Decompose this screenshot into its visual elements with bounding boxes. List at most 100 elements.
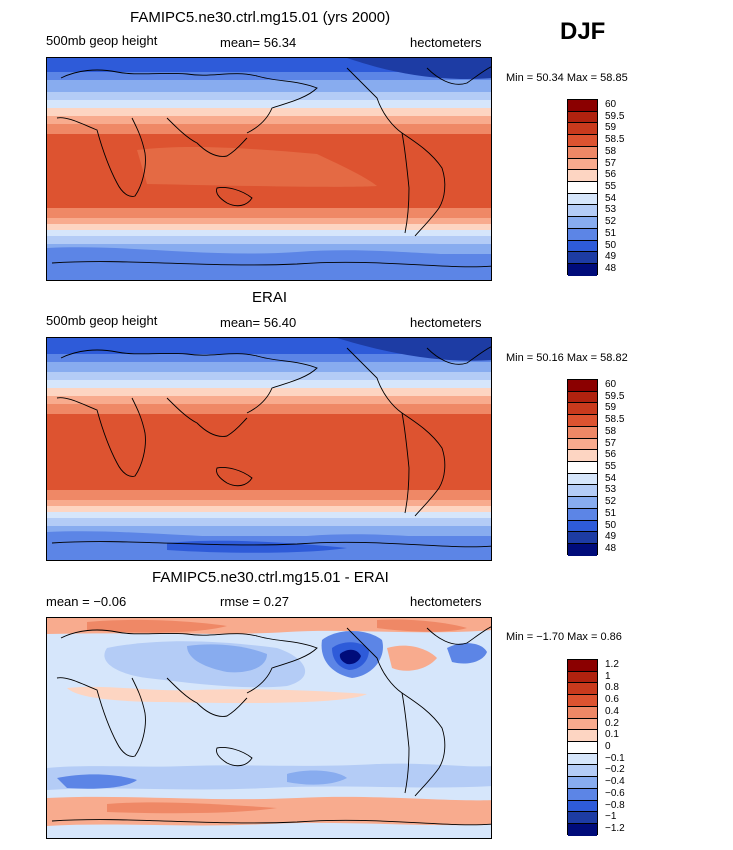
colorbar-label: 52: [605, 216, 617, 228]
colorbar-swatch: [568, 240, 597, 253]
colorbar-label: 59: [605, 402, 617, 414]
colorbar-swatch: [568, 426, 597, 439]
panel-3-rmse: rmse = 0.27: [220, 594, 290, 609]
colorbar-label: 0.6: [605, 694, 619, 706]
colorbar-swatch: [568, 146, 597, 159]
panel-3-mean: mean = −0.06: [46, 594, 127, 609]
panel-3-minmax: Min = −1.70 Max = 0.86: [506, 631, 622, 643]
panel-1-mean: mean= 56.34: [220, 35, 297, 50]
colorbar-swatch: [568, 671, 597, 684]
colorbar-swatch: [568, 824, 597, 836]
panel-2-title: ERAI: [252, 289, 288, 306]
colorbar-label: 49: [605, 251, 617, 263]
colorbar-label: 0.4: [605, 705, 619, 717]
panel-1-map: [46, 57, 492, 281]
panel-2-mean: mean= 56.40: [220, 315, 297, 330]
colorbar-label: 58.5: [605, 134, 625, 146]
colorbar-label: 59.5: [605, 390, 625, 402]
colorbar-swatch: [568, 135, 597, 147]
colorbar-swatch: [568, 730, 597, 743]
colorbar-label: 57: [605, 437, 617, 449]
colorbar-swatch: [568, 380, 597, 392]
panel-2-minmax: Min = 50.16 Max = 58.82: [506, 352, 628, 364]
colorbar-label: 51: [605, 507, 617, 519]
colorbar-swatch: [568, 391, 597, 404]
colorbar-label: 50: [605, 239, 617, 251]
panel-1-title: FAMIPC5.ne30.ctrl.mg15.01 (yrs 2000): [130, 9, 391, 26]
colorbar-label: 54: [605, 192, 617, 204]
colorbar-swatch: [568, 182, 597, 194]
colorbar-swatch: [568, 706, 597, 719]
colorbar-label: 0.8: [605, 682, 619, 694]
colorbar-label: 0.1: [605, 729, 619, 741]
panel-2-map: [46, 337, 492, 561]
colorbar-swatch: [568, 800, 597, 813]
colorbar-swatch: [568, 205, 597, 218]
panel-3-units: hectometers: [410, 594, 482, 609]
panel-3-title: FAMIPC5.ne30.ctrl.mg15.01 - ERAI: [152, 569, 389, 586]
colorbar-swatch: [568, 473, 597, 486]
colorbar-label: 53: [605, 204, 617, 216]
colorbar-label: 57: [605, 157, 617, 169]
colorbar-swatch: [568, 765, 597, 778]
colorbar-swatch: [568, 812, 597, 825]
colorbar-label: 48: [605, 543, 617, 555]
colorbar-label: 55: [605, 461, 617, 472]
colorbar-label: 49: [605, 531, 617, 543]
panel-1-field: [47, 58, 491, 280]
panel-1-variable: 500mb geop height: [46, 33, 158, 48]
colorbar-swatch: [568, 415, 597, 427]
colorbar-label: 0: [605, 741, 611, 752]
panel-2-variable: 500mb geop height: [46, 313, 158, 328]
colorbar-label: −0.1: [605, 752, 625, 764]
colorbar-label: 60: [605, 378, 617, 390]
colorbar-swatch: [568, 111, 597, 124]
colorbar-swatch: [568, 695, 597, 707]
season-label: DJF: [560, 18, 606, 45]
colorbar-label: −0.4: [605, 776, 625, 788]
colorbar-label: −1: [605, 811, 617, 823]
panel-1-colorbar: [567, 99, 598, 276]
colorbar-swatch: [568, 438, 597, 451]
colorbar-swatch: [568, 123, 597, 136]
colorbar-label: 59.5: [605, 110, 625, 122]
colorbar-swatch: [568, 228, 597, 241]
colorbar-label: 59: [605, 122, 617, 134]
colorbar-label: −0.6: [605, 787, 625, 799]
colorbar-swatch: [568, 158, 597, 171]
colorbar-swatch: [568, 718, 597, 731]
colorbar-swatch: [568, 252, 597, 265]
colorbar-label: −1.2: [605, 823, 625, 835]
panel-2-field: [47, 338, 491, 560]
colorbar-swatch: [568, 264, 597, 276]
panel-2-colorbar: [567, 379, 598, 556]
colorbar-label: 52: [605, 496, 617, 508]
colorbar-swatch: [568, 544, 597, 556]
colorbar-swatch: [568, 450, 597, 463]
colorbar-label: 58.5: [605, 414, 625, 426]
colorbar-label: 54: [605, 472, 617, 484]
colorbar-swatch: [568, 742, 597, 754]
colorbar-swatch: [568, 520, 597, 533]
colorbar-swatch: [568, 753, 597, 766]
colorbar-label: 51: [605, 227, 617, 239]
colorbar-swatch: [568, 462, 597, 474]
colorbar-label: 56: [605, 449, 617, 461]
colorbar-label: 58: [605, 145, 617, 157]
colorbar-swatch: [568, 508, 597, 521]
colorbar-swatch: [568, 660, 597, 672]
colorbar-label: −0.8: [605, 799, 625, 811]
colorbar-label: 48: [605, 263, 617, 275]
colorbar-label: 60: [605, 98, 617, 110]
colorbar-swatch: [568, 777, 597, 789]
colorbar-swatch: [568, 497, 597, 509]
colorbar-swatch: [568, 403, 597, 416]
colorbar-swatch: [568, 532, 597, 545]
colorbar-label: 56: [605, 169, 617, 181]
colorbar-label: 53: [605, 484, 617, 496]
colorbar-swatch: [568, 193, 597, 206]
panel-1-units: hectometers: [410, 35, 482, 50]
colorbar-swatch: [568, 485, 597, 498]
colorbar-swatch: [568, 217, 597, 229]
colorbar-label: 50: [605, 519, 617, 531]
